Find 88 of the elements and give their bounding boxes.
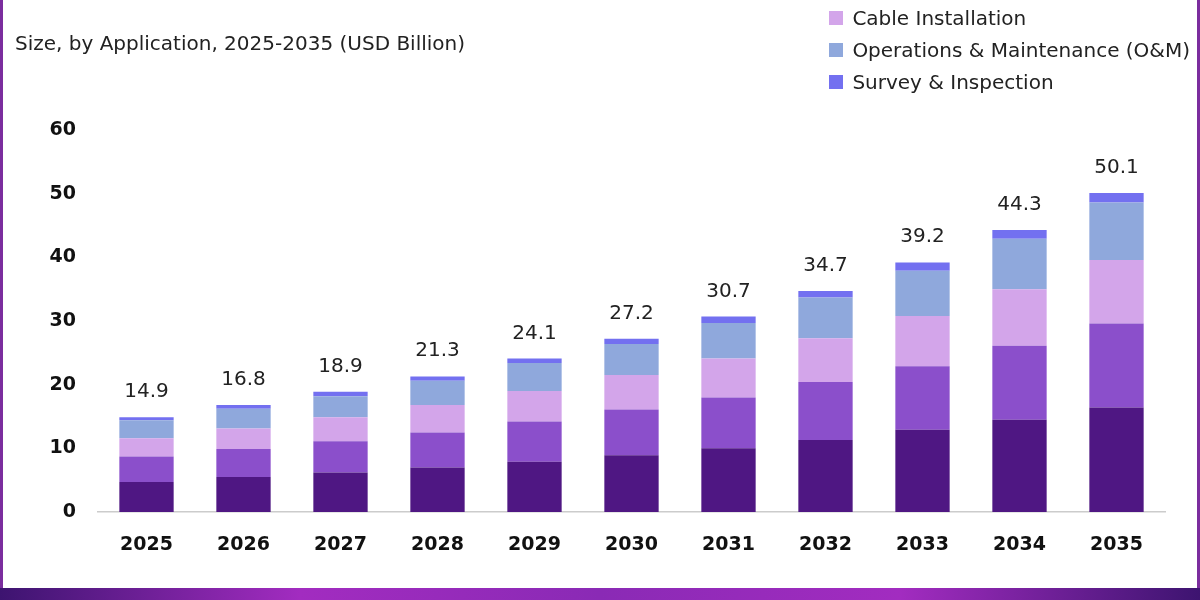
bar — [313, 472, 368, 512]
legend-label: Operations & Maintenance (O&M) — [852, 38, 1190, 62]
bar — [216, 448, 271, 477]
y-tick-label: 50 — [49, 180, 76, 203]
bar — [119, 438, 174, 457]
bar — [410, 376, 465, 381]
y-tick-label: 60 — [49, 116, 76, 139]
bar — [895, 262, 950, 271]
total-label: 39.2 — [900, 223, 945, 248]
bar — [798, 291, 853, 298]
bar — [410, 380, 465, 406]
bar — [313, 441, 368, 473]
total-label: 14.9 — [124, 378, 169, 403]
bar — [798, 297, 853, 339]
bar — [119, 456, 174, 483]
bar — [604, 338, 659, 344]
chart-title: Size, by Application, 2025-2035 (USD Billion) — [15, 31, 466, 55]
bar — [895, 270, 950, 316]
x-tick-label: 2033 — [896, 532, 949, 555]
total-label: 18.9 — [318, 352, 363, 377]
bar — [701, 358, 756, 398]
total-label: 30.7 — [706, 277, 751, 302]
bar — [119, 482, 174, 512]
total-label: 34.7 — [803, 252, 848, 277]
bar — [992, 289, 1047, 346]
bar — [604, 343, 659, 376]
bar — [1089, 202, 1144, 260]
bar — [216, 428, 271, 449]
bar — [701, 322, 756, 359]
x-tick-label: 2029 — [508, 532, 561, 555]
bar — [313, 396, 368, 418]
total-label: 21.3 — [415, 337, 460, 362]
total-label: 50.1 — [1094, 154, 1139, 179]
bar — [1089, 323, 1144, 408]
y-tick-label: 10 — [49, 435, 76, 458]
x-tick-label: 2034 — [993, 532, 1046, 555]
bar — [507, 461, 562, 512]
y-tick-label: 40 — [49, 244, 76, 267]
bar — [216, 408, 271, 429]
bar — [313, 417, 368, 442]
x-tick-label: 2035 — [1090, 532, 1143, 555]
bar — [701, 448, 756, 512]
bar — [507, 363, 562, 392]
bar — [119, 420, 174, 439]
bar — [992, 229, 1047, 239]
x-tick-label: 2031 — [702, 532, 755, 555]
x-tick-label: 2032 — [799, 532, 852, 555]
bar — [604, 409, 659, 456]
bar — [313, 391, 368, 397]
y-tick-label: 30 — [49, 307, 76, 330]
bar — [798, 440, 853, 512]
x-tick-label: 2028 — [411, 532, 464, 555]
legend-label: Cable Installation — [852, 6, 1027, 30]
bar — [507, 358, 562, 364]
bar — [701, 316, 756, 323]
bar — [798, 338, 853, 383]
bar — [895, 315, 950, 367]
total-label: 27.2 — [609, 299, 654, 324]
total-label: 24.1 — [512, 319, 557, 344]
bar — [701, 397, 756, 449]
bar — [992, 345, 1047, 420]
bar — [992, 238, 1047, 290]
bar — [1089, 193, 1144, 203]
bar — [216, 476, 271, 512]
bar — [1089, 259, 1144, 324]
bar — [507, 421, 562, 462]
bar — [604, 375, 659, 410]
bar — [895, 429, 950, 512]
x-tick-label: 2026 — [217, 532, 270, 555]
bar — [798, 382, 853, 441]
y-tick-label: 0 — [62, 498, 76, 521]
bar — [604, 455, 659, 512]
bar — [410, 405, 465, 433]
bar — [507, 391, 562, 422]
bar — [119, 417, 174, 421]
x-tick-label: 2025 — [120, 532, 173, 555]
bar — [1089, 407, 1144, 512]
bar — [895, 366, 950, 430]
x-tick-label: 2030 — [605, 532, 658, 555]
total-label: 44.3 — [997, 190, 1042, 215]
bar — [410, 432, 465, 468]
y-tick-label: 20 — [49, 371, 76, 394]
bar — [216, 405, 271, 409]
bar — [410, 467, 465, 512]
bar — [992, 419, 1047, 512]
legend-label: Survey & Inspection — [852, 70, 1054, 94]
x-tick-label: 2027 — [314, 532, 367, 555]
total-label: 16.8 — [221, 366, 266, 391]
